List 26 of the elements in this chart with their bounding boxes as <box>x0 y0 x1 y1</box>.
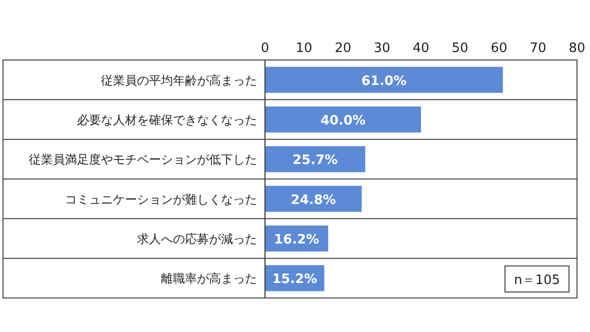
data-label: 15.2% <box>272 272 318 288</box>
y-tick-label: 従業員の平均年齢が高まった <box>101 73 257 88</box>
x-tick-label: 40 <box>412 41 430 56</box>
y-tick-label: 従業員満足度やモチベーションが低下した <box>29 152 257 167</box>
bar <box>265 106 421 132</box>
x-tick-label: 20 <box>334 41 352 56</box>
x-tick-label: 30 <box>374 41 390 56</box>
data-label: 40.0% <box>320 114 366 128</box>
bar <box>265 186 362 212</box>
y-tick-label: 求人への応募が減った <box>137 232 257 246</box>
bar <box>265 66 503 93</box>
x-tick-label: 70 <box>530 41 546 56</box>
data-label: 16.2% <box>274 232 320 248</box>
y-tick-label: コミュニケーションが難しくなった <box>65 192 257 206</box>
data-label: 25.7% <box>292 153 338 168</box>
annotation: n＝105 <box>514 273 560 288</box>
x-tick-label: 0 <box>260 41 270 56</box>
x-tick-label: 80 <box>568 41 586 56</box>
data-label: 24.8% <box>290 192 336 208</box>
x-tick-label: 10 <box>296 41 312 56</box>
y-tick-label: 離職率が高まった <box>161 272 257 286</box>
x-tick-label: 50 <box>452 41 468 56</box>
x-tick-label: 60 <box>490 41 508 56</box>
data-label: 61.0% <box>361 74 407 89</box>
bar <box>265 146 366 172</box>
y-tick-label: 必要な人材を確保できなくなった <box>77 113 257 127</box>
